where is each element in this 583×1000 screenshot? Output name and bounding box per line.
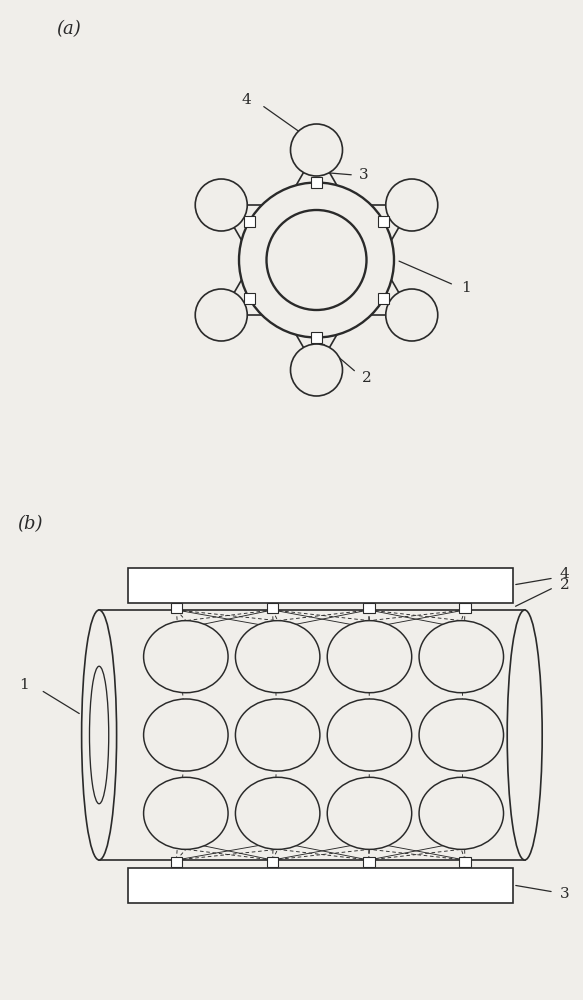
- Circle shape: [195, 179, 247, 231]
- Bar: [311, 332, 322, 343]
- Circle shape: [290, 344, 342, 396]
- Bar: [363, 857, 375, 867]
- Bar: [99, 610, 525, 860]
- Circle shape: [266, 210, 367, 310]
- Ellipse shape: [327, 777, 412, 849]
- Bar: [171, 603, 182, 613]
- Ellipse shape: [327, 621, 412, 693]
- Text: 4: 4: [242, 93, 251, 107]
- Text: (b): (b): [17, 515, 43, 533]
- Bar: [363, 603, 375, 613]
- Ellipse shape: [419, 699, 504, 771]
- Text: 1: 1: [462, 280, 471, 294]
- Ellipse shape: [82, 610, 117, 860]
- Circle shape: [290, 124, 342, 176]
- Text: 2: 2: [361, 370, 371, 384]
- Bar: [128, 867, 513, 902]
- Ellipse shape: [90, 666, 108, 804]
- Bar: [244, 216, 255, 227]
- Ellipse shape: [419, 621, 504, 693]
- Ellipse shape: [236, 777, 320, 849]
- Text: 2: 2: [560, 578, 570, 592]
- Bar: [311, 177, 322, 188]
- Circle shape: [386, 289, 438, 341]
- Circle shape: [386, 179, 438, 231]
- Text: 3: 3: [359, 168, 368, 182]
- Text: 3: 3: [560, 887, 570, 901]
- Bar: [267, 857, 279, 867]
- Ellipse shape: [143, 777, 228, 849]
- Circle shape: [195, 289, 247, 341]
- Ellipse shape: [236, 621, 320, 693]
- Circle shape: [239, 182, 394, 338]
- Bar: [378, 216, 389, 227]
- Ellipse shape: [143, 699, 228, 771]
- Bar: [244, 293, 255, 304]
- Text: 4: 4: [560, 568, 570, 582]
- Bar: [459, 603, 471, 613]
- Ellipse shape: [236, 699, 320, 771]
- Text: (a): (a): [57, 20, 81, 38]
- Ellipse shape: [419, 777, 504, 849]
- Bar: [378, 293, 389, 304]
- Ellipse shape: [507, 610, 542, 860]
- Bar: [459, 857, 471, 867]
- Bar: [128, 568, 513, 602]
- Ellipse shape: [327, 699, 412, 771]
- Bar: [267, 603, 279, 613]
- Text: 1: 1: [19, 678, 29, 692]
- Bar: [171, 857, 182, 867]
- Ellipse shape: [143, 621, 228, 693]
